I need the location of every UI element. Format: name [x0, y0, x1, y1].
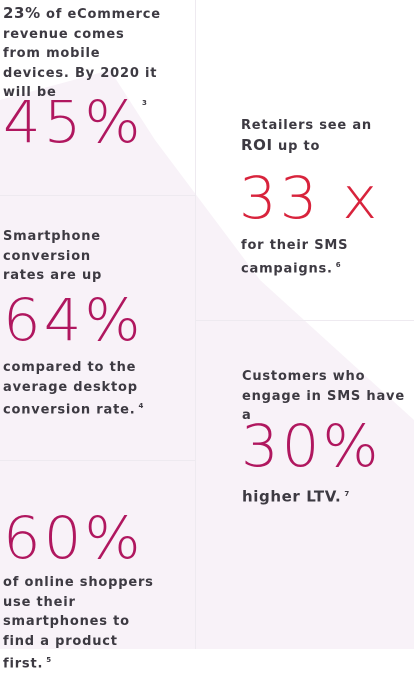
stat-3-pre: Smartphone conversion rates are up — [3, 229, 103, 283]
stat-2-value: 33 x — [239, 164, 381, 232]
background-triangle — [0, 70, 414, 649]
stat-4-bold: higher LTV. — [242, 487, 342, 506]
stat-1-value: 45% — [3, 88, 144, 156]
stat-1-text: of eCommerce revenue comes from mobile d… — [3, 7, 161, 100]
row-divider-left-2 — [0, 460, 195, 461]
stat-5-caption: of online shoppers use their smartphones… — [3, 573, 163, 674]
stat-2-bold: ROI — [241, 135, 273, 154]
stat-1-footnote: 3 — [142, 99, 147, 107]
stat-2-text: for their SMS campaigns. — [241, 238, 349, 276]
stat-2-pre: Retailers see an — [241, 118, 372, 133]
stat-5-text: of online shoppers use their smartphones… — [3, 575, 154, 672]
stat-1-bold: 23% — [3, 4, 41, 22]
stat-3-description: Smartphone conversion rates are up — [3, 227, 133, 286]
stat-4-pre: Customers who engage in SMS have a — [242, 369, 405, 423]
stat-1-description: 23% of eCommerce revenue comes from mobi… — [3, 4, 163, 103]
stat-2-post: up to — [278, 138, 321, 154]
stat-2-caption: for their SMS campaigns. 6 — [241, 236, 351, 278]
row-divider-left-1 — [0, 195, 195, 196]
stat-2-footnote: 6 — [335, 260, 342, 269]
stat-4-footnote: 7 — [344, 490, 350, 498]
stat-3-text: compared to the average desktop conversi… — [3, 360, 138, 418]
stat-3-caption: compared to the average desktop conversi… — [3, 358, 163, 420]
stat-4-caption: higher LTV. 7 — [242, 485, 402, 508]
stat-2-description: Retailers see an ROI up to — [241, 116, 391, 156]
stat-4-value: 30% — [241, 412, 382, 480]
row-divider-right-1 — [195, 320, 414, 321]
stat-5-value: 60% — [3, 504, 144, 572]
stat-4-description: Customers who engage in SMS have a — [242, 367, 414, 426]
stat-3-value: 64% — [3, 286, 144, 354]
stat-3-footnote: 4 — [138, 402, 145, 410]
stat-5-footnote: 5 — [46, 656, 52, 664]
column-divider — [195, 0, 196, 649]
